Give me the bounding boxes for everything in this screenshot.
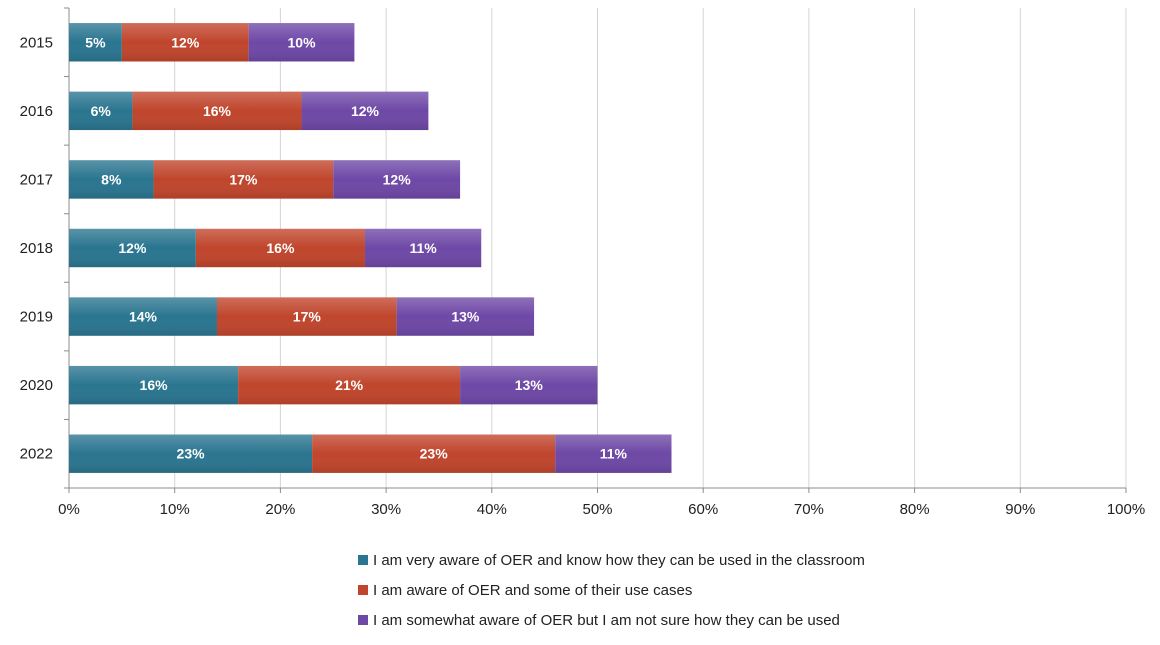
- bar-segment-shading: [216, 297, 397, 336]
- x-tick-labels: 0% 10% 20% 30% 40% 50% 60% 70% 80% 90% 100%: [58, 501, 1145, 518]
- y-tick-label: 2016: [20, 103, 53, 120]
- bar-data-label: 23%: [420, 446, 449, 462]
- bars: [69, 23, 672, 473]
- bar-segment-shading: [248, 23, 355, 62]
- bar-data-label: 13%: [451, 309, 480, 325]
- bar-segment-shading: [69, 91, 133, 131]
- bar-segment-shading: [238, 365, 461, 405]
- bar-data-label: 13%: [515, 377, 544, 393]
- bar-segment-shading: [555, 434, 672, 473]
- y-tick-label: 2020: [20, 377, 53, 394]
- bar-data-label: 16%: [203, 103, 232, 119]
- bar-labels: 5% 12% 10% 6% 16% 12% 8% 17% 12% 12% 16% 11% 14% 17% 1…: [85, 34, 627, 461]
- y-tick-labels: 2015 2016 2017 2018 2019 2020 2022: [20, 34, 53, 462]
- bar-segment-shading: [121, 23, 249, 62]
- bar-data-label: 10%: [288, 34, 317, 50]
- legend-swatch: [358, 615, 368, 625]
- bar-segment-shading: [301, 91, 429, 131]
- bar-segment-shading: [364, 228, 482, 268]
- y-tick-label: 2022: [20, 446, 53, 463]
- legend-entry-label: I am very aware of OER and know how they…: [373, 552, 865, 569]
- bar-segment-shading: [195, 228, 365, 268]
- bar-data-label: 21%: [335, 377, 364, 393]
- legend-entry-label: I am somewhat aware of OER but I am not …: [373, 612, 840, 629]
- bar-data-label: 8%: [101, 171, 122, 187]
- bar-segment-shading: [69, 228, 196, 268]
- legend-swatch: [358, 585, 368, 595]
- bar-segment-shading: [69, 297, 217, 336]
- bar-data-label: 11%: [600, 446, 628, 462]
- x-tick-label: 0%: [58, 501, 80, 518]
- bar-segment-shading: [69, 365, 239, 405]
- x-tick-label: 80%: [900, 501, 930, 518]
- bar-data-label: 17%: [293, 309, 322, 325]
- x-tick-label: 20%: [265, 501, 295, 518]
- bar-segment-shading: [333, 160, 461, 199]
- x-tick-label: 60%: [688, 501, 718, 518]
- bar-data-label: 11%: [409, 240, 437, 256]
- bar-data-label: 12%: [171, 34, 200, 50]
- gridlines: [174, 8, 1127, 488]
- legend-swatch: [358, 555, 368, 565]
- x-tick-label: 40%: [477, 501, 507, 518]
- x-tick-label: 90%: [1005, 501, 1035, 518]
- x-tick-label: 50%: [582, 501, 612, 518]
- x-tick-label: 100%: [1107, 501, 1145, 518]
- y-tick-label: 2015: [20, 34, 53, 51]
- x-tick-label: 70%: [794, 501, 824, 518]
- bar-data-label: 17%: [229, 171, 258, 187]
- y-tick-label: 2019: [20, 309, 53, 326]
- bar-segment-shading: [460, 365, 598, 405]
- bar-segment-shading: [69, 434, 313, 473]
- bar-segment-shading: [153, 160, 334, 199]
- bar-segment-shading: [69, 23, 122, 62]
- bar-data-label: 14%: [129, 309, 158, 325]
- x-tick-label: 30%: [371, 501, 401, 518]
- bar-segment-shading: [396, 297, 535, 336]
- bar-data-label: 5%: [85, 34, 106, 50]
- bar-data-label: 12%: [351, 103, 380, 119]
- bar-data-label: 16%: [140, 377, 169, 393]
- bar-data-label: 16%: [266, 240, 295, 256]
- bar-data-label: 12%: [118, 240, 147, 256]
- bar-data-label: 23%: [177, 446, 206, 462]
- bar-segment-shading: [69, 160, 154, 199]
- legend-entry-label: I am aware of OER and some of their use …: [373, 582, 692, 599]
- x-tick-label: 10%: [160, 501, 190, 518]
- y-tick-label: 2017: [20, 171, 53, 188]
- bar-segment-shading: [132, 91, 302, 131]
- bar-data-label: 6%: [91, 103, 112, 119]
- y-tick-label: 2018: [20, 240, 53, 257]
- bar-data-label: 12%: [383, 171, 412, 187]
- legend: I am very aware of OER and know how they…: [358, 552, 865, 629]
- bar-segment-shading: [312, 434, 556, 473]
